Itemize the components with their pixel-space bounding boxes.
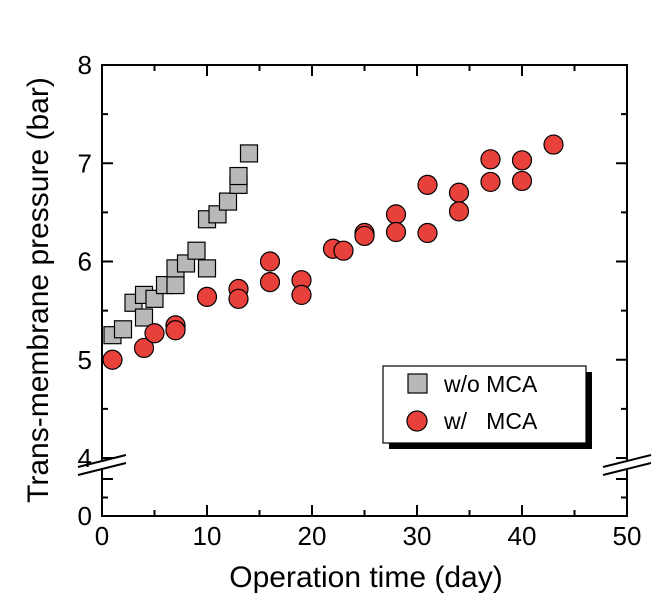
data-point-square [218,192,238,211]
data-point-square [134,308,154,327]
data-point-circle [165,320,186,341]
points-layer [102,134,564,370]
data-point-circle [448,201,470,222]
data-point-circle [417,174,438,195]
x-axis-title: Operation time (day) [229,561,502,594]
data-point-circle [385,204,407,225]
y-tick-label: 0 [78,501,92,531]
x-tick-label: 20 [298,521,327,551]
y-tick-label: 6 [78,247,92,277]
data-point-circle [480,171,501,193]
axis-break-mark-left [77,462,127,476]
data-point-square [166,275,185,295]
data-point-square [229,166,248,186]
x-tick-label: 30 [403,521,432,551]
data-point-circle [133,337,155,359]
data-point-circle [543,134,564,155]
data-point-square [197,259,217,278]
data-point-circle [417,222,438,244]
data-point-circle [259,251,281,272]
data-point-circle [333,240,354,261]
legend-label-without-mca: w/o MCA [443,371,538,397]
data-point-circle [259,272,281,293]
axis-break-mark-right [602,462,652,476]
x-tick-label: 10 [193,521,222,551]
y-tick-label: 4 [78,443,92,473]
data-point-circle [228,288,249,309]
data-point-square [145,289,164,308]
legend: w/o MCA w/ MCA [382,365,592,449]
data-point-circle [511,150,533,171]
data-point-circle [354,225,375,247]
y-tick-label: 8 [78,50,92,80]
data-point-circle [385,221,407,243]
x-tick-label: 0 [95,521,109,551]
legend-square-marker [407,373,428,394]
data-point-circle [448,182,470,203]
data-point-circle [291,284,312,306]
x-tick-label: 40 [508,521,537,551]
x-tick-label: 50 [613,521,642,551]
axis-break [77,454,652,476]
y-tick-label: 7 [78,148,92,178]
legend-label-with-mca: w/ MCA [443,408,538,434]
tick-labels: 0 10 20 30 40 50 0 4 5 6 7 8 [78,50,642,551]
data-point-circle [511,170,533,192]
data-point-circle [144,323,165,344]
y-tick-label: 5 [78,345,92,375]
data-point-circle [102,349,123,370]
plot-frame [101,64,628,517]
data-point-square [239,144,259,163]
y-axis-title: Trans-membrane pressure (bar) [22,77,55,503]
data-point-circle [196,286,218,307]
axis-break-gap-left [98,460,106,468]
axis-break-mark-left [77,454,127,468]
axis-break-mark-right [602,454,652,468]
data-point-square [187,241,206,260]
axis-break-gap-right [623,460,631,468]
legend-circle-marker [406,410,428,432]
data-point-circle [480,149,501,170]
data-point-square [113,320,133,339]
